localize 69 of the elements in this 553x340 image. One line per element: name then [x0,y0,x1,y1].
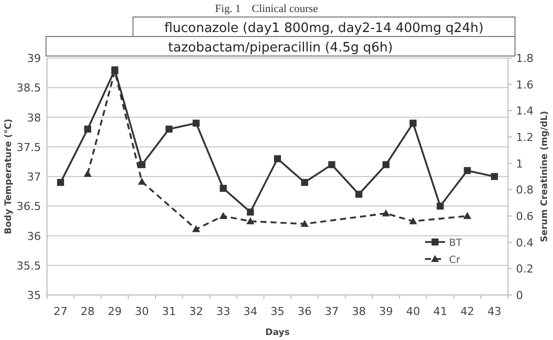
point [84,126,92,133]
x-tick-label: 32 [189,305,204,318]
y2-axis-title: Serum Creatinine (mg/dL) [540,110,550,242]
point [464,167,471,174]
point [300,220,309,227]
x-tick-label: 30 [134,305,149,318]
y-tick-label: 38.5 [16,82,41,95]
x-tick-label: 38 [352,305,366,318]
x-tick-label: 27 [54,305,68,318]
y2-tick-label: 1.4 [516,104,534,118]
point [436,202,444,210]
y-tick-label: 39 [27,52,41,65]
point [220,184,227,192]
text: fluconazole (day1 800mg, day2-14 400mg q24h) [164,20,484,36]
y-tick-label: 36.5 [16,200,41,214]
y-tick-label: 35.5 [16,259,41,272]
point [463,212,472,219]
point [246,208,254,216]
x-tick-label: 33 [216,305,230,318]
point [490,173,498,180]
y2-tick-label: 0.8 [516,184,534,197]
y2-tick-label: 1.8 [516,52,534,65]
legend-label: BT [449,238,463,249]
y-tick-label: 35 [27,289,41,302]
point [355,190,362,198]
point [57,178,64,186]
chart-title: Fig. 1 Clinical course [215,3,318,15]
legend-label: Cr [449,255,461,266]
x-tick-label: 31 [162,305,176,318]
x-tick-label: 35 [270,305,284,318]
point [192,120,200,127]
x-tick-label: 42 [460,305,474,318]
y-tick-label: 37.5 [16,140,41,154]
point [274,155,281,162]
y-tick-label: 37 [27,170,41,184]
x-tick-label: 37 [324,305,339,318]
point [84,170,92,177]
x-tick-label: 39 [378,305,393,318]
y2-tick-label: 0.2 [516,262,534,276]
point [328,161,336,168]
point [166,126,173,133]
x-tick-label: 28 [80,305,95,318]
y2-tick-label: 1.6 [516,78,534,92]
y2-tick-label: 0.4 [516,236,534,250]
x-tick-label: 34 [243,305,258,318]
x-tick-label: 43 [487,305,502,318]
point [409,217,418,224]
y-tick-label: 38 [27,111,41,124]
x-tick-label: 36 [298,305,312,318]
point [301,178,308,186]
y-tick-label: 36 [27,230,41,243]
x-tick-label: 41 [433,305,448,318]
y2-tick-label: 0.6 [516,210,534,223]
point [138,161,146,168]
point [382,209,390,216]
point [138,178,146,185]
x-tick-label: 29 [108,305,122,318]
text: tazobactam/piperacillin (4.5g q6h) [168,40,393,56]
y2-tick-label: 0 [516,289,523,302]
point [410,120,417,127]
point [192,225,200,232]
x-axis-title: Days [265,328,290,338]
y-axis-title: Body Temperature (℃) [4,118,14,234]
point [246,217,254,224]
y2-tick-label: 1 [516,157,523,170]
point [382,161,390,168]
x-tick-label: 40 [406,305,420,318]
y2-tick-label: 1.2 [516,131,534,144]
point [219,212,228,219]
